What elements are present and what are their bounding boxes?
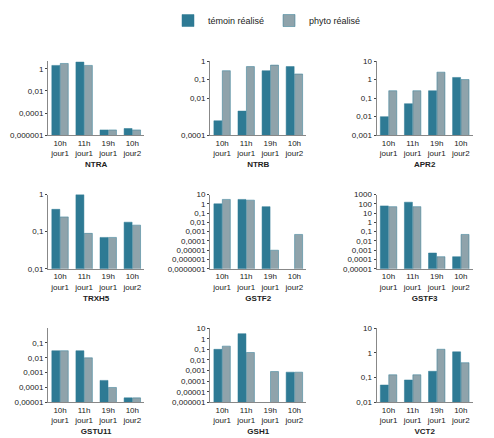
svg-text:0,001: 0,001	[185, 366, 206, 375]
svg-text:19hjour1: 19hjour1	[260, 272, 279, 291]
svg-text:11hjour1: 11hjour1	[236, 406, 255, 425]
svg-text:10hjour1: 10hjour1	[50, 139, 69, 158]
svg-text:0,000001: 0,000001	[10, 131, 44, 140]
svg-text:10hjour1: 10hjour1	[212, 406, 231, 425]
svg-text:10: 10	[363, 57, 372, 66]
svg-text:10hjour1: 10hjour1	[212, 272, 231, 291]
svg-text:1: 1	[201, 335, 206, 344]
svg-text:0,0001: 0,0001	[181, 237, 206, 246]
svg-text:0,01: 0,01	[356, 398, 372, 407]
svg-text:0,00001: 0,00001	[177, 388, 206, 397]
svg-text:1: 1	[39, 190, 44, 199]
svg-text:100: 100	[359, 200, 373, 209]
svg-text:19hjour1: 19hjour1	[427, 139, 446, 158]
svg-text:APR2: APR2	[414, 160, 436, 169]
svg-text:0,001: 0,001	[185, 227, 206, 236]
svg-text:VCT2: VCT2	[414, 427, 435, 436]
svg-text:0,1: 0,1	[361, 227, 373, 236]
svg-text:0,00001: 0,00001	[14, 398, 43, 407]
svg-text:1: 1	[39, 65, 44, 74]
svg-text:19hjour1: 19hjour1	[98, 272, 117, 291]
svg-text:GSTF3: GSTF3	[412, 294, 438, 303]
svg-text:0,0001: 0,0001	[181, 131, 206, 140]
svg-text:GSTU11: GSTU11	[81, 427, 112, 436]
svg-text:0,1: 0,1	[32, 339, 44, 348]
svg-text:témoin réalisé: témoin réalisé	[208, 16, 264, 26]
svg-text:11hjour1: 11hjour1	[403, 139, 422, 158]
svg-text:NTRB: NTRB	[247, 160, 269, 169]
svg-text:0,0001: 0,0001	[19, 383, 44, 392]
svg-text:10hjour2: 10hjour2	[451, 139, 470, 158]
svg-text:19hjour1: 19hjour1	[98, 406, 117, 425]
svg-text:0,1: 0,1	[194, 345, 206, 354]
svg-text:10hjour1: 10hjour1	[379, 272, 398, 291]
svg-text:19hjour1: 19hjour1	[427, 406, 446, 425]
svg-text:0,01: 0,01	[28, 354, 44, 363]
svg-text:19hjour1: 19hjour1	[98, 139, 117, 158]
svg-text:0,0001: 0,0001	[347, 255, 372, 264]
svg-text:GSH1: GSH1	[247, 427, 269, 436]
svg-text:11hjour1: 11hjour1	[74, 139, 93, 158]
svg-text:TRXH5: TRXH5	[83, 294, 110, 303]
svg-text:1: 1	[201, 57, 206, 66]
svg-text:10: 10	[363, 209, 372, 218]
svg-text:10: 10	[197, 324, 206, 333]
svg-text:10hjour2: 10hjour2	[284, 139, 303, 158]
svg-text:11hjour1: 11hjour1	[74, 272, 93, 291]
svg-text:10: 10	[363, 324, 372, 333]
svg-text:NTRA: NTRA	[85, 160, 107, 169]
svg-text:10: 10	[197, 190, 206, 199]
svg-text:1: 1	[367, 75, 372, 84]
svg-text:0,1: 0,1	[194, 75, 206, 84]
svg-text:0,00001: 0,00001	[177, 246, 206, 255]
svg-text:0,01: 0,01	[190, 218, 206, 227]
svg-text:19hjour1: 19hjour1	[260, 406, 279, 425]
svg-text:0,0001: 0,0001	[181, 377, 206, 386]
svg-text:10hjour1: 10hjour1	[379, 139, 398, 158]
svg-text:GSTF2: GSTF2	[245, 294, 271, 303]
svg-text:10hjour2: 10hjour2	[284, 272, 303, 291]
svg-text:19hjour1: 19hjour1	[260, 139, 279, 158]
svg-text:0,0000001: 0,0000001	[168, 265, 206, 274]
svg-text:0,001: 0,001	[352, 246, 373, 255]
svg-text:0,01: 0,01	[190, 356, 206, 365]
svg-text:10hjour2: 10hjour2	[451, 272, 470, 291]
svg-text:11hjour1: 11hjour1	[236, 139, 255, 158]
svg-text:10hjour2: 10hjour2	[122, 139, 141, 158]
svg-text:1000: 1000	[354, 190, 372, 199]
svg-text:11hjour1: 11hjour1	[403, 406, 422, 425]
svg-text:1: 1	[201, 200, 206, 209]
svg-text:10hjour1: 10hjour1	[50, 272, 69, 291]
svg-text:0,1: 0,1	[361, 373, 373, 382]
svg-text:0,01: 0,01	[28, 265, 44, 274]
svg-text:phyto réalisé: phyto réalisé	[309, 16, 360, 26]
svg-text:0,00001: 0,00001	[343, 265, 372, 274]
svg-text:1: 1	[367, 218, 372, 227]
svg-text:0,01: 0,01	[356, 237, 372, 246]
svg-text:0,001: 0,001	[352, 131, 373, 140]
svg-text:0,001: 0,001	[23, 368, 44, 377]
svg-text:10hjour2: 10hjour2	[122, 406, 141, 425]
svg-text:10hjour1: 10hjour1	[379, 406, 398, 425]
svg-text:0,01: 0,01	[190, 94, 206, 103]
svg-text:0,1: 0,1	[32, 227, 44, 236]
svg-text:11hjour1: 11hjour1	[403, 272, 422, 291]
svg-text:10hjour1: 10hjour1	[212, 139, 231, 158]
svg-text:10hjour2: 10hjour2	[284, 406, 303, 425]
svg-text:0,0001: 0,0001	[19, 109, 44, 118]
svg-text:1: 1	[367, 349, 372, 358]
svg-text:11hjour1: 11hjour1	[236, 272, 255, 291]
svg-text:11hjour1: 11hjour1	[74, 406, 93, 425]
svg-text:0,1: 0,1	[194, 209, 206, 218]
svg-text:19hjour1: 19hjour1	[427, 272, 446, 291]
svg-text:10hjour2: 10hjour2	[122, 272, 141, 291]
svg-text:10hjour1: 10hjour1	[50, 406, 69, 425]
svg-text:0,01: 0,01	[356, 112, 372, 121]
svg-text:0,1: 0,1	[361, 94, 373, 103]
svg-text:0,01: 0,01	[28, 87, 44, 96]
svg-text:0,000001: 0,000001	[172, 255, 206, 264]
svg-text:0,000001: 0,000001	[172, 398, 206, 407]
svg-text:10hjour2: 10hjour2	[451, 406, 470, 425]
